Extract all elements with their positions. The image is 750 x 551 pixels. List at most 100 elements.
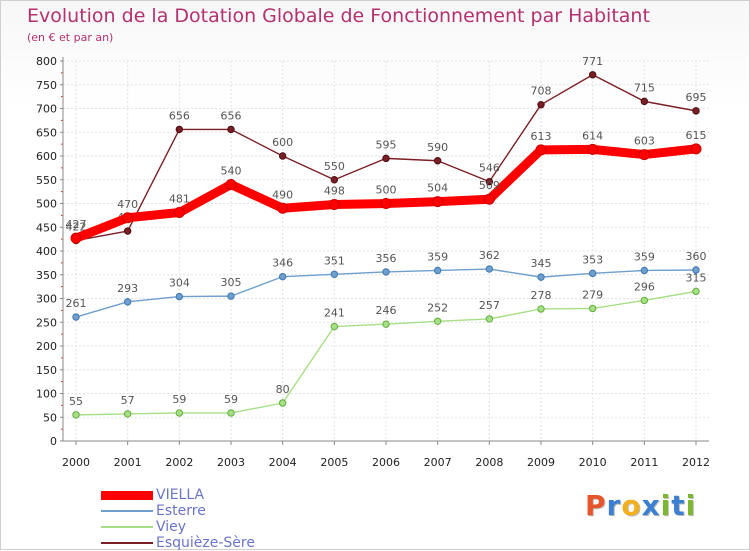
y-tick-label: 500 bbox=[36, 198, 57, 211]
y-tick-label: 600 bbox=[36, 150, 57, 163]
data-point-viella bbox=[587, 143, 599, 155]
data-point-viella bbox=[173, 207, 185, 219]
data-label-viella: 470 bbox=[117, 198, 138, 211]
data-label-esqui-ze-s-re: 595 bbox=[376, 138, 397, 151]
legend-swatch-viella bbox=[101, 490, 153, 500]
data-label-viella: 427 bbox=[66, 218, 87, 231]
data-point-viey bbox=[692, 287, 700, 296]
data-point-esterre bbox=[175, 292, 184, 301]
data-label-viella: 490 bbox=[272, 188, 293, 201]
data-point-esqui-ze-s-re bbox=[278, 152, 287, 160]
data-label-viella: 540 bbox=[221, 165, 242, 178]
data-label-viey: 241 bbox=[324, 307, 345, 320]
data-point-viey bbox=[278, 399, 287, 407]
y-tick-label: 100 bbox=[36, 388, 57, 401]
data-point-viey bbox=[588, 304, 597, 313]
data-label-esqui-ze-s-re: 715 bbox=[634, 81, 655, 94]
data-label-esqui-ze-s-re: 656 bbox=[169, 109, 190, 122]
data-label-viey: 279 bbox=[582, 288, 603, 301]
data-point-esterre bbox=[278, 272, 287, 281]
data-label-esqui-ze-s-re: 708 bbox=[531, 85, 552, 98]
data-label-esqui-ze-s-re: 590 bbox=[427, 141, 448, 154]
data-point-viey bbox=[72, 411, 80, 419]
data-point-esterre bbox=[123, 298, 132, 306]
data-point-viey bbox=[382, 320, 390, 328]
data-label-esqui-ze-s-re: 771 bbox=[582, 55, 603, 68]
logo-letter: r bbox=[606, 489, 622, 522]
data-point-viey bbox=[640, 296, 649, 305]
legend-label-esqui-ze-s-re: Esquièze-Sère bbox=[156, 535, 255, 551]
x-tick-label: 2011 bbox=[630, 456, 658, 469]
data-label-viella: 615 bbox=[686, 129, 707, 142]
y-tick-label: 0 bbox=[50, 435, 57, 448]
data-label-esterre: 359 bbox=[634, 250, 655, 263]
proxiti-logo: Proxiti bbox=[585, 489, 696, 522]
x-tick-label: 2004 bbox=[269, 456, 297, 469]
y-tick-label: 50 bbox=[43, 411, 57, 424]
y-tick-label: 400 bbox=[36, 245, 57, 258]
logo-letter: i bbox=[685, 489, 697, 522]
y-tick-label: 700 bbox=[36, 103, 57, 116]
y-tick-label: 200 bbox=[36, 340, 57, 353]
legend-label-esterre: Esterre bbox=[156, 503, 206, 519]
x-tick-label: 2012 bbox=[682, 456, 710, 469]
data-label-esterre: 304 bbox=[169, 277, 190, 290]
data-label-esqui-ze-s-re: 422 bbox=[66, 221, 87, 234]
data-point-viella bbox=[690, 143, 702, 155]
data-label-esterre: 261 bbox=[66, 297, 87, 310]
data-label-viey: 59 bbox=[172, 393, 186, 406]
data-point-esqui-ze-s-re bbox=[330, 176, 339, 184]
data-point-esterre bbox=[692, 266, 700, 274]
x-tick-label: 2008 bbox=[475, 456, 503, 469]
data-label-esqui-ze-s-re: 550 bbox=[324, 160, 345, 173]
logo-letter: x bbox=[641, 489, 661, 522]
data-point-esqui-ze-s-re bbox=[433, 157, 442, 165]
data-point-viey bbox=[123, 410, 132, 418]
data-label-esterre: 359 bbox=[427, 250, 448, 263]
data-point-viey bbox=[537, 305, 545, 313]
data-point-viey bbox=[485, 315, 494, 323]
data-point-esqui-ze-s-re bbox=[485, 177, 494, 186]
y-tick-label: 750 bbox=[36, 79, 57, 92]
x-tick-label: 2010 bbox=[579, 456, 607, 469]
data-label-esqui-ze-s-re: 695 bbox=[686, 91, 707, 104]
data-label-viey: 246 bbox=[376, 304, 397, 317]
data-point-viella bbox=[225, 179, 237, 190]
data-label-viella: 500 bbox=[376, 184, 397, 197]
x-tick-label: 2005 bbox=[320, 456, 348, 469]
data-point-esterre bbox=[537, 273, 545, 281]
data-point-esqui-ze-s-re bbox=[227, 125, 235, 134]
data-point-esterre bbox=[588, 269, 597, 278]
legend-swatch-esterre bbox=[101, 510, 153, 512]
x-tick-label: 2001 bbox=[114, 456, 142, 469]
x-tick-label: 2009 bbox=[527, 456, 555, 469]
y-tick-label: 450 bbox=[36, 221, 57, 234]
data-point-viella bbox=[432, 196, 444, 208]
legend-item-esqui-ze-s-re: Esquièze-Sère bbox=[101, 535, 301, 551]
data-point-viella bbox=[380, 198, 392, 209]
logo-letter: o bbox=[621, 489, 642, 522]
data-point-esterre bbox=[433, 266, 442, 275]
data-label-viey: 278 bbox=[531, 289, 552, 302]
data-point-viella bbox=[277, 202, 289, 214]
data-label-viey: 57 bbox=[121, 394, 135, 407]
data-label-esterre: 362 bbox=[479, 249, 500, 262]
data-label-viella: 481 bbox=[169, 193, 190, 206]
legend-swatch-esqui-ze-s-re bbox=[101, 542, 153, 544]
data-label-viey: 296 bbox=[634, 280, 655, 293]
x-tick-label: 2006 bbox=[372, 456, 400, 469]
data-point-esqui-ze-s-re bbox=[692, 107, 700, 115]
logo-letter: i bbox=[660, 489, 672, 522]
legend-item-viella: VIELLA bbox=[101, 487, 301, 503]
data-point-viella bbox=[328, 198, 340, 210]
data-point-viella bbox=[483, 193, 495, 205]
data-point-esterre bbox=[227, 292, 235, 300]
legend-item-esterre: Esterre bbox=[101, 503, 301, 519]
legend-label-viey: Viey bbox=[156, 519, 187, 535]
data-point-esqui-ze-s-re bbox=[640, 97, 649, 106]
logo-letter: t bbox=[671, 489, 686, 522]
data-label-viella: 509 bbox=[479, 179, 500, 192]
x-tick-label: 2003 bbox=[217, 456, 245, 469]
chart-title: Evolution de la Dotation Globale de Fonc… bbox=[27, 5, 650, 27]
